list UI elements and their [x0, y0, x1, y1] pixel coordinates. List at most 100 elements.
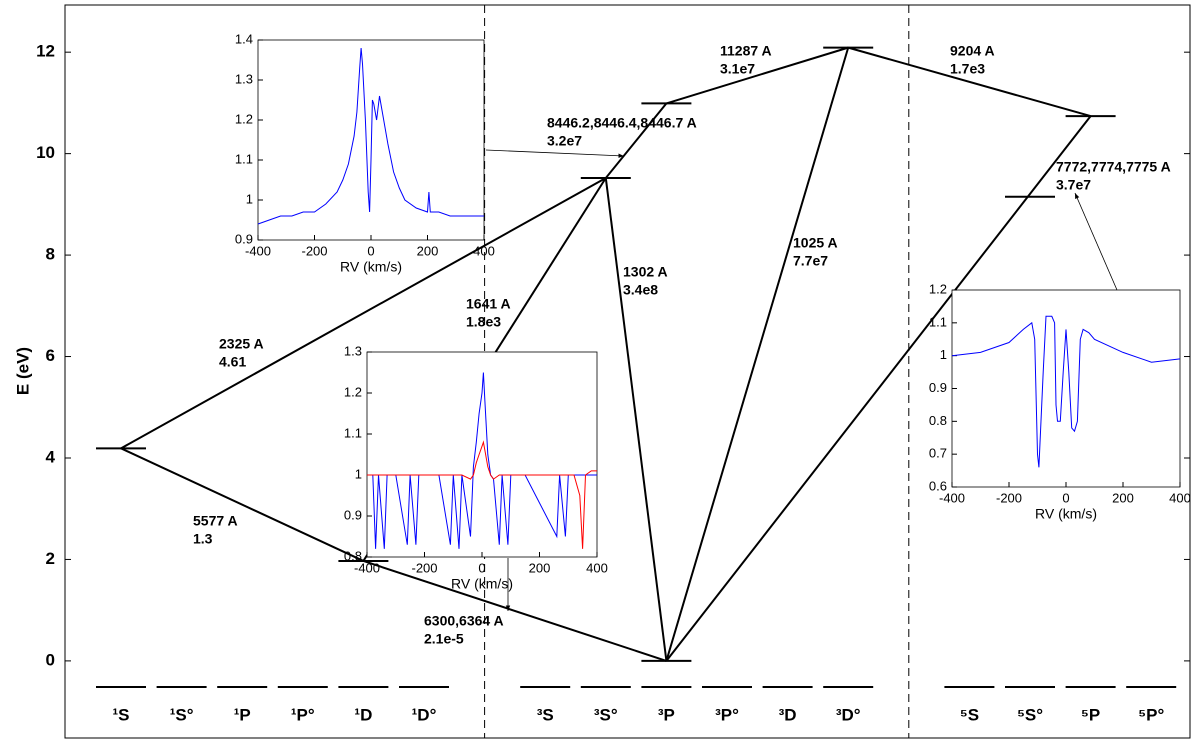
x-axis-label: RV (km/s)	[340, 259, 402, 275]
transition-wavelength: 8446.2,8446.4,8446.7 A	[547, 115, 697, 131]
inset: -400 -200 0 200 400 0.8 0.9 1 1.1 1.2 1.3 RV (km/s)	[344, 343, 608, 591]
y-tick-label: 1.3	[235, 71, 253, 86]
transition-rate: 1.7e3	[950, 61, 985, 77]
x-tick-label: -200	[301, 243, 327, 258]
term-label: ³P°	[715, 705, 739, 724]
inset-frame	[951, 289, 1181, 488]
x-tick-label: 400	[586, 560, 608, 575]
x-tick-label: -400	[354, 560, 380, 575]
transition-rate: 1.3	[193, 531, 213, 547]
spectrum-line	[257, 47, 484, 225]
y-tick-label: 1.2	[929, 281, 947, 296]
x-tick-label: -400	[939, 490, 965, 505]
arrow	[1074, 192, 1118, 291]
x-tick-label: -400	[245, 243, 271, 258]
y-tick-label: 1	[355, 466, 362, 481]
x-tick-label: 200	[1112, 490, 1134, 505]
y-tick-label: 0.9	[235, 231, 253, 246]
x-tick-label: -200	[411, 560, 437, 575]
term-label: ³D	[779, 705, 797, 724]
transition	[363, 560, 667, 662]
transition-wavelength: 7772,7774,7775 A	[1056, 159, 1171, 175]
transition	[120, 177, 607, 450]
y-tick-label: 1.1	[235, 151, 253, 166]
axes-frame	[64, 4, 1191, 739]
transition-rate: 3.2e7	[547, 133, 582, 149]
x-tick-label: 0	[367, 243, 374, 258]
transition-rate: 2.1e-5	[424, 631, 464, 647]
term-label: ³S°	[594, 705, 618, 724]
y-tick-label: 1.1	[344, 425, 362, 440]
y-tick-label: 0.9	[929, 380, 947, 395]
y-tick-label: 0	[46, 650, 55, 669]
transition	[605, 102, 668, 179]
transition-rate: 3.1e7	[720, 61, 755, 77]
transition-wavelength: 2325 A	[219, 336, 264, 352]
term-label: ⁵P°	[1138, 705, 1164, 724]
y-tick-label: 1	[246, 191, 253, 206]
spectrum-line	[951, 315, 1181, 468]
y-tick-label: 1.4	[235, 31, 253, 46]
spectrum-line	[367, 440, 597, 549]
term-label: ⁵S°	[1017, 705, 1043, 724]
y-tick-label: 4	[46, 447, 56, 466]
y-tick-label: 1.2	[344, 384, 362, 399]
term-label: ⁵P	[1081, 705, 1100, 724]
arrows	[485, 149, 1118, 611]
y-tick-label: 2	[46, 549, 55, 568]
term-label: ¹D°	[412, 705, 437, 724]
transition-wavelength: 1641 A	[466, 296, 511, 312]
transition-rate: 7.7e7	[793, 253, 828, 269]
transition	[847, 46, 1091, 118]
y-tick-label: 1	[940, 347, 947, 362]
y-tick-label: 0.7	[929, 446, 947, 461]
term-label: ¹D	[354, 705, 372, 724]
y-tick-label: 1.1	[929, 314, 947, 329]
transition-rate: 4.61	[219, 354, 246, 370]
transition-wavelength: 1302 A	[623, 264, 668, 280]
transition-wavelength: 6300,6364 A	[424, 613, 504, 629]
transition	[665, 47, 850, 662]
transition	[120, 447, 364, 562]
transition	[665, 115, 1092, 662]
term-label: ³D°	[836, 705, 861, 724]
spectrum-line	[367, 372, 597, 549]
y-tick-label: 12	[36, 42, 55, 61]
transition-wavelength: 1025 A	[793, 235, 838, 251]
x-tick-label: 400	[1169, 490, 1191, 505]
transition	[666, 46, 849, 105]
term-label: ¹P°	[291, 705, 315, 724]
term-label: ¹S	[113, 705, 130, 724]
y-tick-label: 1.2	[235, 111, 253, 126]
transition	[604, 177, 668, 662]
term-label: ³S	[537, 705, 554, 724]
term-label: ⁵S	[960, 705, 979, 724]
inset-frame	[366, 351, 598, 558]
y-tick-label: 0.6	[929, 478, 947, 493]
y-tick-label: 8	[46, 245, 55, 264]
transition-rate: 1.8e3	[466, 314, 501, 330]
transition-wavelength: 5577 A	[193, 513, 238, 529]
transition-wavelength: 9204 A	[950, 43, 995, 59]
inset: -400 -200 0 200 400 0.6 0.7 0.8 0.9 1 1.1 1.2 RV (km…	[929, 281, 1191, 521]
term-label: ³P	[658, 705, 675, 724]
x-tick-label: 0	[1062, 490, 1069, 505]
x-tick-label: 400	[473, 243, 495, 258]
y-tick-label: 6	[46, 346, 55, 365]
inset: -400 -200 0 200 400 0.9 1 1.1 1.2 1.3 1.4 RV (km/s)	[235, 31, 495, 274]
transition-rate: 3.4e8	[623, 282, 658, 298]
x-tick-label: 200	[417, 243, 439, 258]
y-tick-label: 0.8	[929, 413, 947, 428]
transition-wavelength: 11287 A	[720, 43, 772, 59]
y-tick-label: 0.9	[344, 507, 362, 522]
y-tick-label: 0.8	[344, 548, 362, 563]
x-tick-label: 0	[478, 560, 485, 575]
term-label: ¹S°	[170, 705, 194, 724]
term-label: ¹P	[234, 705, 251, 724]
x-tick-label: 200	[529, 560, 551, 575]
y-axis-label: E (eV)	[13, 347, 32, 395]
x-axis-label: RV (km/s)	[451, 576, 513, 592]
y-tick-label: 1.3	[344, 343, 362, 358]
